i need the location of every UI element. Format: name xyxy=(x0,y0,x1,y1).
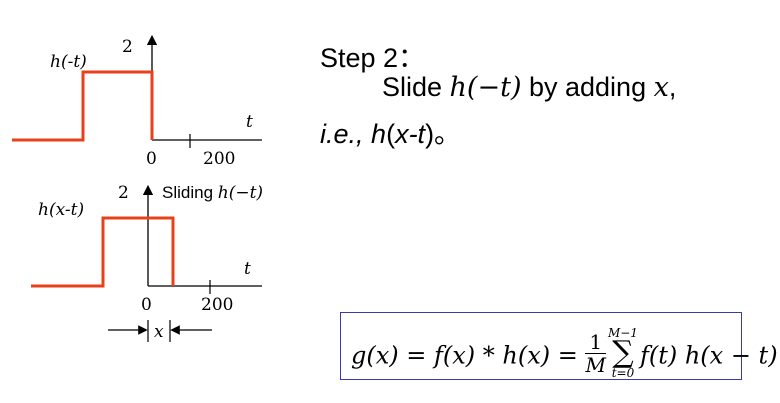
step-close: )。 xyxy=(425,119,462,149)
step-description: Slide h(−t) by adding x, xyxy=(382,72,676,103)
top-function-label: h(-t) xyxy=(50,52,87,72)
top-y-tick-label: 2 xyxy=(122,37,133,57)
shift-x-label: x xyxy=(154,322,164,342)
formula-lhs: g(x) = f(x) * h(x) = xyxy=(351,341,586,370)
sliding-annotation-word: Sliding xyxy=(162,183,218,202)
bottom-t-axis-label: t xyxy=(244,259,251,279)
step-slide-word: Slide xyxy=(382,72,450,102)
formula-frac-den: M xyxy=(585,352,606,377)
bottom-signal-h-x-minus-t xyxy=(31,216,175,288)
convolution-formula: g(x) = f(x) * h(x) = 1 M M−1 ∑ t=0 f(t) h(x −… xyxy=(351,327,778,383)
step-title: Step 2： xyxy=(320,43,426,73)
step-x-var: x xyxy=(653,72,669,103)
bottom-x-tick-label: 200 xyxy=(201,295,233,315)
bottom-origin-label: 0 xyxy=(141,295,152,315)
formula-sum-symbol: ∑ xyxy=(612,335,634,370)
top-signal-h-neg-t xyxy=(12,70,154,142)
sliding-annotation: Sliding h(−t) xyxy=(162,183,263,203)
step-h-fn: h xyxy=(371,119,387,149)
step-by-adding: by adding xyxy=(521,72,654,102)
bottom-function-label: h(x-t) xyxy=(38,200,84,220)
step-ie: i.e., xyxy=(320,119,372,149)
bottom-y-tick-label: 2 xyxy=(118,183,129,203)
top-t-axis-label: t xyxy=(246,112,253,132)
top-origin-label: 0 xyxy=(146,149,157,169)
formula-sum-upper: M−1 xyxy=(607,326,638,340)
step-h-neg-t: h(−t) xyxy=(449,72,522,103)
formula-frac-num: 1 xyxy=(585,331,606,354)
formula-summation: M−1 ∑ t=0 xyxy=(608,327,638,379)
convolution-formula-box: g(x) = f(x) * h(x) = 1 M M−1 ∑ t=0 f(t) h(x −… xyxy=(340,312,778,380)
step-open-paren: ( xyxy=(386,119,396,149)
sliding-annotation-math: h(−t) xyxy=(218,183,263,203)
formula-rhs: f(t) h(x − t) xyxy=(639,341,778,370)
formula-sum-lower: t=0 xyxy=(611,366,635,380)
step-ie-line: i.e., h(x-t)。 xyxy=(320,112,461,151)
step-comma: , xyxy=(668,72,677,102)
top-x-tick-label: 200 xyxy=(203,149,235,169)
step-arg: x-t xyxy=(395,119,426,149)
